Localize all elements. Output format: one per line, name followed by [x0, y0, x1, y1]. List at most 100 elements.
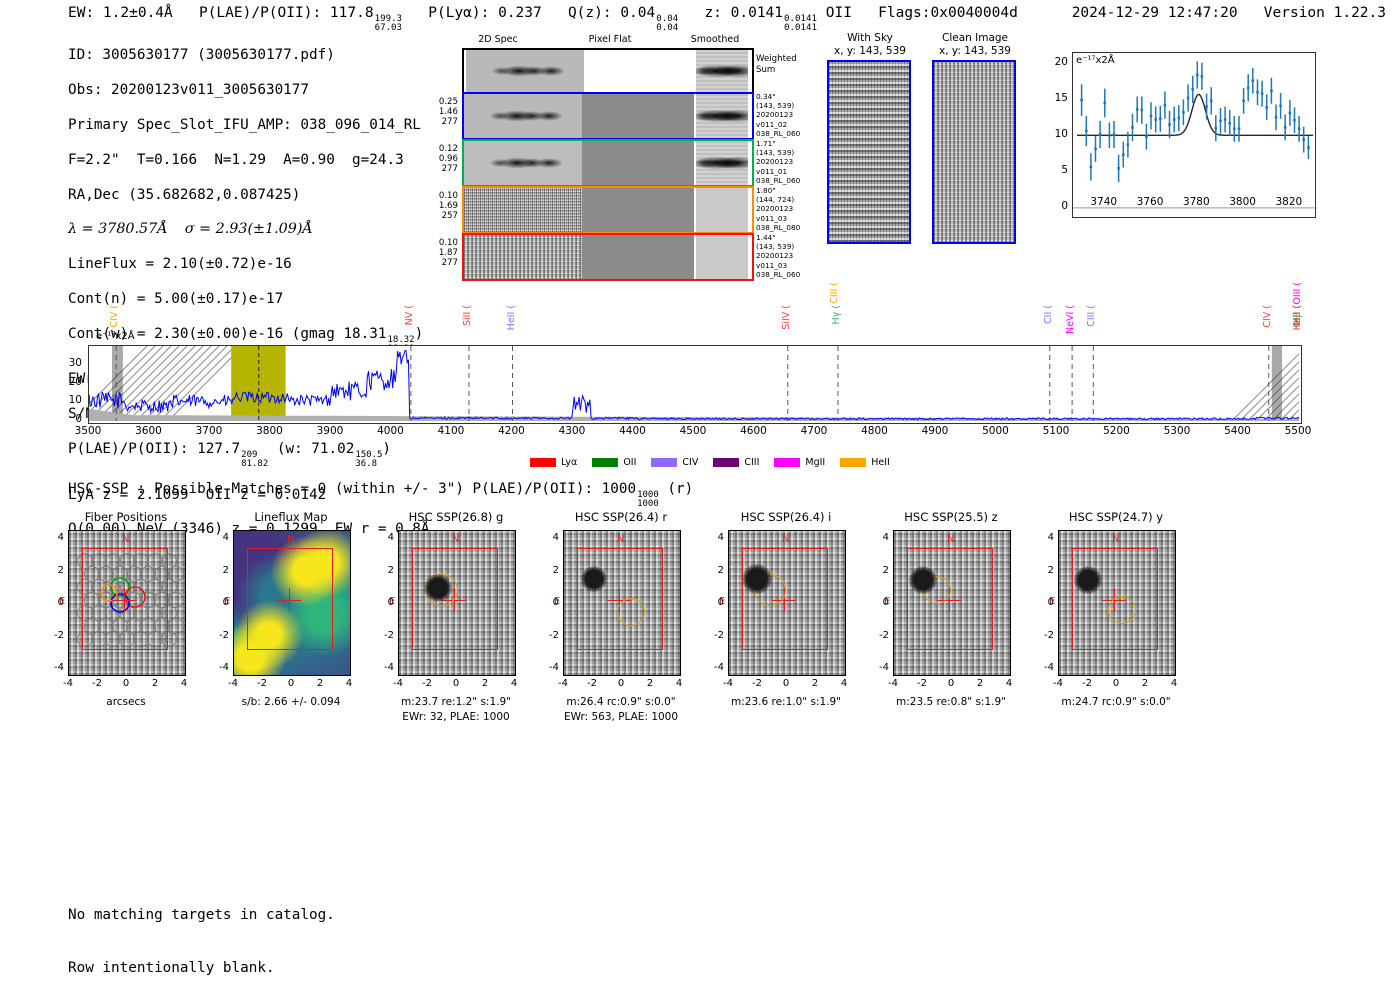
spec2d-row-1-left-0: 0.12 [438, 144, 458, 154]
spec2d-row-0-left-1: 1.46 [438, 107, 458, 118]
cutout-image-4[interactable] [728, 530, 846, 676]
compass-north-5: N [947, 534, 955, 545]
spec2d-row-1-right-1: (143, 539) [756, 148, 795, 158]
cutout-title-1: Lineflux Map [254, 510, 328, 524]
cutout-image-1[interactable] [233, 530, 351, 676]
spec2d-row-0-right-3: v011_02 [756, 119, 788, 129]
compass-east-2: E [389, 596, 396, 607]
full-xtick-4700: 4700 [800, 425, 828, 437]
cutout-image-2[interactable] [398, 530, 516, 676]
zoom-ytick-10: 10 [1054, 128, 1068, 140]
fiber-overlay [77, 553, 184, 647]
spec2d-weighted-smoothed [696, 50, 748, 92]
cutout-caption2-2: EWr: 32, PLAE: 1000 [402, 711, 510, 723]
hscssp-headline-post: (r) [667, 481, 694, 497]
spec2d-row-3-left-2: 277 [441, 258, 458, 269]
spectral-line-label-15: HeII ( [1292, 305, 1303, 331]
spec2d-row-0-flat [582, 94, 694, 138]
zoom-ytick-20: 20 [1054, 56, 1068, 69]
cutout-3-ytick-0: -4 [549, 662, 559, 673]
spec2d-row-0-leftnums: 0.25 1.46 277 [420, 97, 458, 128]
info-redshifts: LyA z = 2.1099 OII z = 0.0142 [68, 486, 327, 503]
cutout-image-0[interactable] [68, 530, 186, 676]
cutout-5-xtick-2: 0 [947, 678, 955, 689]
spec2d-row-0-2d [464, 94, 582, 138]
cutout-caption1-1: s/b: 2.66 +/- 0.094 [241, 696, 341, 708]
cutout-image-5[interactable] [893, 530, 1011, 676]
compass-east-4: E [719, 596, 726, 607]
full-ytick-30: 30 [68, 356, 82, 369]
spec2d-row-0-right-4: 038_RL_060 [756, 128, 801, 138]
cutout-4-xtick-0: -4 [723, 678, 733, 689]
zoom-plot-units-label: e⁻¹⁷x2Å [1076, 55, 1115, 66]
spectral-line-label-7: CII ( [1042, 305, 1054, 324]
cutout-title-6: HSC SSP(24.7) y [1068, 510, 1164, 524]
info-id: ID: 3005630177 (3005630177.pdf) [68, 47, 335, 64]
info-lambda-sigma: λ = 3780.57Å σ = 2.93(±1.09)Å [68, 221, 430, 238]
cutout-aperture-box-2 [412, 548, 498, 650]
cutout-3-ytick-4: 4 [552, 532, 559, 543]
cutout-caption2-3: EWr: 563, PLAE: 1000 [563, 711, 679, 723]
footer-note: No matching targets in catalog. Row inte… [68, 872, 335, 995]
spec2d-row-3-right-4: 038_RL_060 [756, 269, 801, 279]
legend-swatch-CIII [713, 458, 740, 467]
spec2d-row-3-left-1: 1.87 [438, 248, 458, 259]
with-sky-image [827, 60, 911, 244]
spec2d-weighted-sum-row [462, 48, 754, 94]
full-xtick-4500: 4500 [679, 425, 707, 437]
cutout-title-2: HSC SSP(26.8) g [408, 510, 504, 524]
spec2d-row-2-smoothed [696, 188, 748, 232]
info-plae-post: ) [382, 441, 392, 458]
info-lambda: λ = 3780.57Å [68, 221, 168, 238]
header-qz-hi: 0.04 [656, 14, 679, 25]
cutout-4-xtick-1: -2 [752, 678, 762, 689]
zoom-spectrum-plot: e⁻¹⁷x2Å 0 5 10 15 20 3740 3760 3780 3800 3820 [1036, 52, 1317, 242]
legend-item-CIII: CIII [713, 457, 759, 468]
cutout-3-ytick-3: 2 [552, 564, 559, 576]
zoom-plot-canvas [1073, 61, 1317, 209]
cutout-1-xtick-0: -4 [228, 678, 238, 689]
spec2d-row-1-leftnums: 0.12 0.96 277 [420, 144, 458, 175]
cutout-2-xtick-3: 2 [481, 678, 489, 689]
compass-east-1: E [224, 596, 231, 607]
with-sky-title-text: With Sky [847, 32, 893, 44]
cutout-6-ytick-4: 4 [1047, 532, 1054, 543]
full-spectrum-frame [88, 345, 1302, 424]
footer-line-2: Row intentionally blank. [68, 959, 275, 976]
info-gmag-hi: 18.32 [387, 334, 415, 345]
legend-label-CIV: CIV [682, 457, 699, 468]
info-primary-spec-slot: Primary Spec_Slot_IFU_AMP: 038_096_014_R… [68, 117, 421, 134]
full-xtick-4600: 4600 [740, 425, 767, 437]
cutout-source-blob-4 [742, 564, 772, 594]
cutout-1-xtick-3: 2 [316, 678, 324, 689]
spectral-line-label-12: OIII ( [1292, 282, 1303, 305]
cutout-4-xtick-3: 2 [811, 678, 819, 689]
clean-image [932, 60, 1016, 244]
hscssp-headline-pre: HSC-SSP : Possible Matches = 0 (within +… [68, 481, 637, 497]
cutout-title-3: HSC SSP(26.4) r [574, 510, 668, 524]
info-plae-lo: 81.82 [241, 459, 269, 470]
cutout-5-ytick-0: -4 [879, 662, 889, 673]
spectral-line-label-2: SiII ( [461, 305, 473, 326]
spec2d-row-3-left-0: 0.10 [438, 238, 458, 248]
spec2d-row-2-leftnums: 0.10 1.69 257 [420, 191, 458, 222]
spectral-line-label-0: CIV ( [109, 305, 121, 328]
cutout-xlabel-0: arcsecs [106, 696, 146, 708]
cutout-image-3[interactable] [563, 530, 681, 676]
header-z-species: OII [825, 5, 852, 21]
legend-label-OII: OII [623, 457, 637, 468]
clean-image-title: Clean Image x, y: 143, 539 [920, 32, 1030, 58]
cutout-3-xtick-2: 0 [617, 678, 625, 689]
legend-item-MgII: MgII [774, 457, 825, 468]
info-plae-w-lo: 36.8 [355, 459, 378, 470]
cutout-0-xtick-2: 0 [122, 678, 130, 689]
cutout-4-xtick-2: 0 [782, 678, 790, 689]
spec2d-col-header-2dspec: 2D Spec [478, 34, 518, 45]
info-cont-w-pre: Cont(w) = 2.30(±0.00)e-16 (gmag 18.31 [68, 325, 387, 342]
cutout-5-ytick-1: -2 [879, 629, 889, 641]
compass-north-3: N [617, 534, 625, 545]
zoom-xtick-3820: 3820 [1275, 196, 1303, 208]
legend-label-HeII: HeII [871, 457, 890, 468]
spectral-line-label-3: HeII ( [505, 305, 517, 331]
compass-north-0: N [122, 534, 130, 545]
